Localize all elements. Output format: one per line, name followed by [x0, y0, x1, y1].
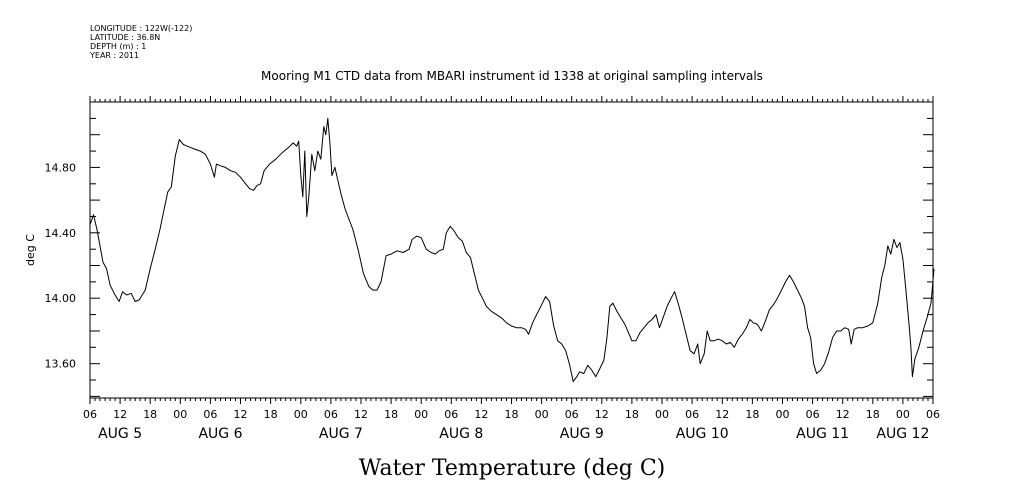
- chart-title: Mooring M1 CTD data from MBARI instrumen…: [261, 69, 763, 83]
- x-tick-label: 00: [414, 408, 428, 421]
- x-tick-label: 12: [234, 408, 248, 421]
- x-tick-label: 12: [715, 408, 729, 421]
- x-axis: 06 12 18 00 06 12 18 00 06 12 18 00 06 12 18 00 06 12 18 00…: [83, 408, 940, 442]
- x-tick-label: 06: [685, 408, 699, 421]
- depth-label: DEPTH (m) : 1: [90, 42, 146, 51]
- x-tick-label: 18: [866, 408, 880, 421]
- day-label: AUG 9: [560, 426, 604, 442]
- x-tick-label: 06: [203, 408, 217, 421]
- series-layer: [89, 117, 935, 383]
- year-label: YEAR : 2011: [89, 51, 139, 60]
- x-tick-label: 06: [565, 408, 579, 421]
- x-tick-label: 00: [173, 408, 187, 421]
- day-label: AUG 5: [98, 426, 142, 442]
- x-tick-label: 12: [595, 408, 609, 421]
- x-tick-label: 00: [294, 408, 308, 421]
- x-axis-title: Water Temperature (deg C): [359, 456, 666, 481]
- day-label: AUG 10: [676, 426, 729, 442]
- temperature-line: [89, 117, 935, 383]
- x-tick-label: 18: [505, 408, 519, 421]
- day-label: AUG 8: [439, 426, 483, 442]
- x-tick-label: 18: [264, 408, 278, 421]
- x-tick-label: 06: [926, 408, 940, 421]
- x-tick-label: 18: [143, 408, 157, 421]
- day-label: AUG 7: [319, 426, 363, 442]
- day-label: AUG 12: [876, 426, 929, 442]
- y-tick-label: 14.80: [45, 161, 77, 174]
- plot-frame: [89, 101, 934, 399]
- longitude-label: LONGITUDE : 122W(-122): [90, 24, 192, 33]
- x-tick-label: 00: [655, 408, 669, 421]
- x-tick-label: 12: [474, 408, 488, 421]
- y-axes: 13.60 14.00 14.40 14.80: [45, 117, 933, 397]
- x-tick-label: 18: [384, 408, 398, 421]
- day-label: AUG 6: [198, 426, 242, 442]
- x-tick-label: 00: [776, 408, 790, 421]
- y-axis-title: deg C: [24, 234, 37, 266]
- x-tick-label: 12: [354, 408, 368, 421]
- x-tick-label: 06: [444, 408, 458, 421]
- x-tick-label: 00: [535, 408, 549, 421]
- x-tick-label: 18: [625, 408, 639, 421]
- x-tick-label: 06: [83, 408, 97, 421]
- x-tick-label: 12: [113, 408, 127, 421]
- x-tick-label: 06: [324, 408, 338, 421]
- x-tick-label: 12: [836, 408, 850, 421]
- x-tick-label: 18: [745, 408, 759, 421]
- x-tick-label: 06: [806, 408, 820, 421]
- day-label: AUG 11: [796, 426, 849, 442]
- y-tick-label: 14.00: [45, 292, 77, 305]
- y-tick-label: 14.40: [45, 227, 77, 240]
- latitude-label: LATITUDE : 36.8N: [90, 33, 160, 42]
- y-tick-label: 13.60: [45, 358, 77, 371]
- x-tick-label: 00: [896, 408, 910, 421]
- minor-ticks: [89, 96, 934, 404]
